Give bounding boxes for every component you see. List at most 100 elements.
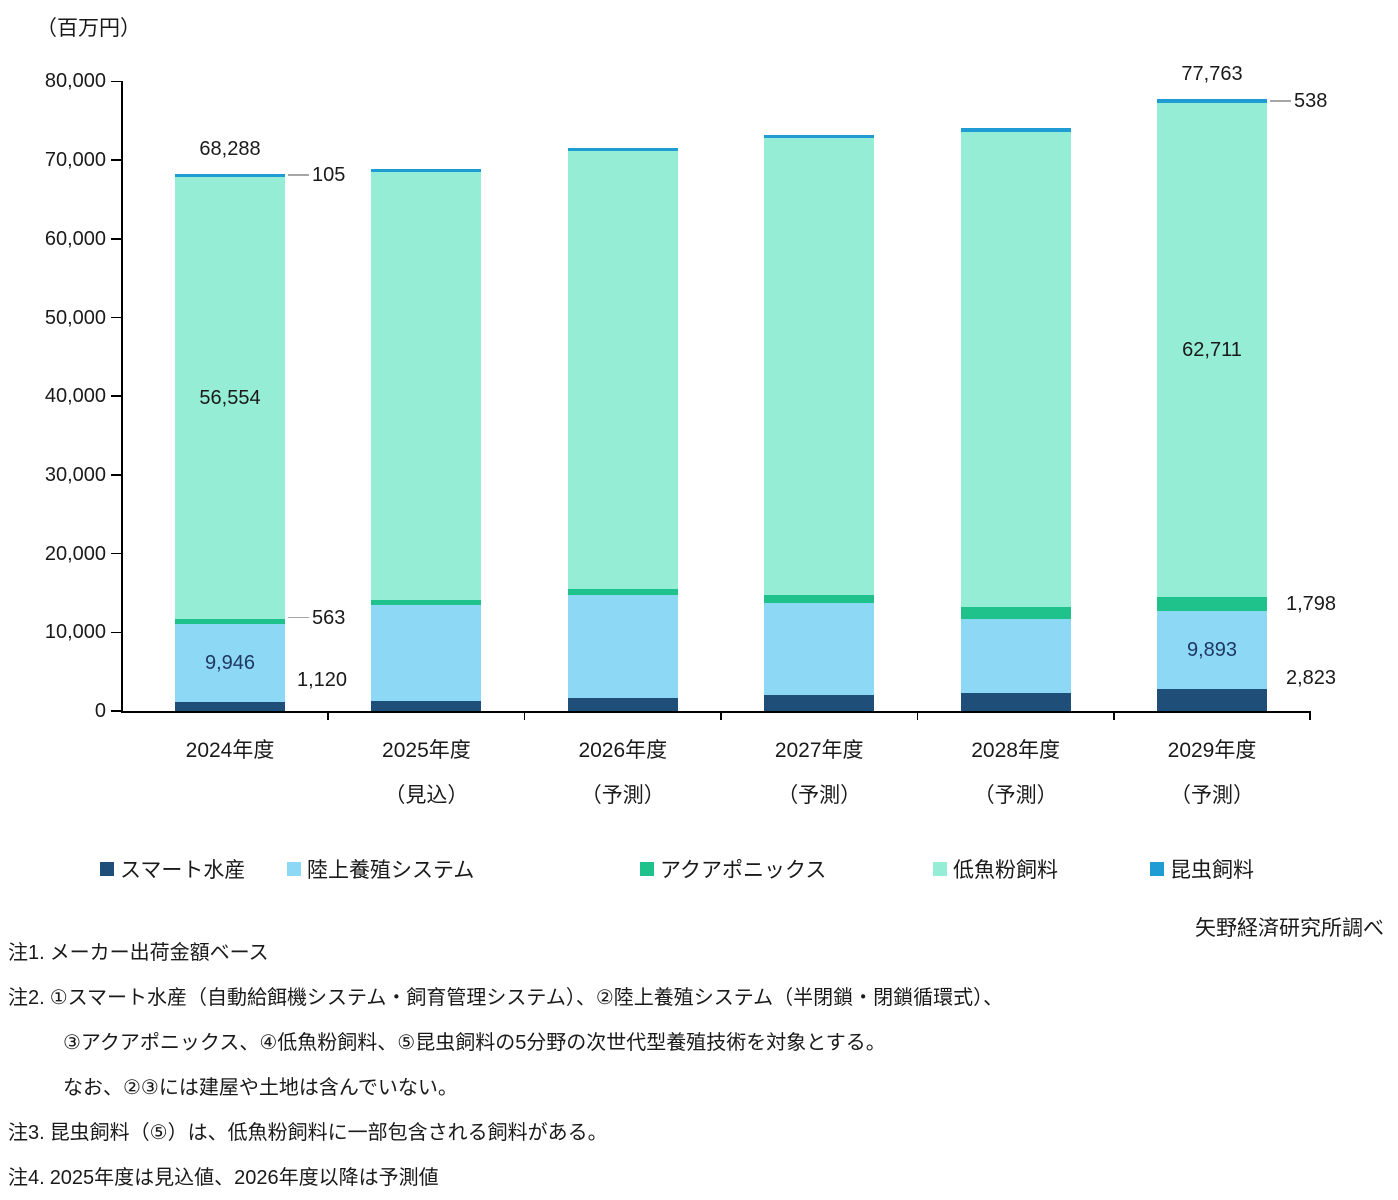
bar-segment-5-land bbox=[1157, 610, 1267, 689]
bar-segment-1-smart bbox=[371, 701, 482, 711]
x-category-label: 2029年度 bbox=[1167, 739, 1257, 762]
y-tick-label: 10,000 bbox=[44, 621, 106, 644]
note-text: なお、②③には建屋や土地は含んでいない。 bbox=[63, 1077, 458, 1099]
bar-segment-0-aqua bbox=[175, 619, 285, 624]
note-line-2-continued: ③アクアポニックス、④低魚粉飼料、⑤昆虫飼料の5分野の次世代型養殖技術を対象とす… bbox=[8, 1030, 886, 1056]
leader-line bbox=[288, 616, 309, 619]
y-axis-tick bbox=[111, 395, 122, 397]
y-tick-label: 0 bbox=[94, 700, 106, 722]
x-category-label: 2027年度 bbox=[774, 739, 864, 762]
bar-segment-0-insect bbox=[175, 173, 285, 177]
data-label: 2,823 bbox=[1286, 666, 1337, 689]
x-category-label: 2024年度 bbox=[185, 739, 275, 762]
y-tick-label: 40,000 bbox=[44, 385, 106, 408]
data-label: 1,798 bbox=[1286, 592, 1337, 615]
y-axis-tick bbox=[111, 710, 122, 712]
note-line-4: 注4. 2025年度は見込値、2026年度以降は予測値 bbox=[8, 1165, 439, 1191]
legend-swatch-insect-feed bbox=[1150, 862, 1164, 876]
y-axis-tick bbox=[111, 316, 122, 319]
data-label: 1,120 bbox=[297, 668, 348, 691]
data-label: 9,893 bbox=[1186, 638, 1238, 661]
y-axis-tick bbox=[111, 238, 122, 240]
legend-swatch-aquaponics bbox=[640, 862, 654, 876]
data-label-total: 77,763 bbox=[1181, 63, 1243, 85]
y-axis-tick bbox=[111, 159, 122, 161]
bar-segment-3-land bbox=[764, 603, 875, 696]
bar-segment-5-smart bbox=[1157, 688, 1267, 711]
bar-segment-4-land bbox=[960, 618, 1071, 693]
bar-segment-5-aqua bbox=[1157, 596, 1267, 611]
bar-segment-4-insect bbox=[960, 127, 1071, 132]
x-axis-tick bbox=[720, 711, 722, 720]
bar-segment-0-lowfish bbox=[175, 176, 285, 620]
note-text: 昆虫飼料（⑤）は、低魚粉飼料に一部包含される飼料がある。 bbox=[49, 1122, 608, 1144]
x-category-sublabel: （予測） bbox=[777, 784, 862, 807]
note-text: メーカー出荷金額ベース bbox=[49, 942, 269, 964]
bar-segment-2-aqua bbox=[567, 589, 678, 595]
note-line-3: 注3. 昆虫飼料（⑤）は、低魚粉飼料に一部包含される飼料がある。 bbox=[8, 1120, 608, 1146]
note-text: ③アクアポニックス、④低魚粉飼料、⑤昆虫飼料の5分野の次世代型養殖技術を対象とす… bbox=[63, 1032, 886, 1054]
x-axis-tick bbox=[1309, 711, 1311, 720]
y-tick-label: 70,000 bbox=[44, 149, 106, 172]
y-axis-tick bbox=[111, 80, 122, 83]
legend-label: アクアポニックス bbox=[660, 859, 827, 882]
data-label-total: 68,288 bbox=[199, 137, 261, 160]
y-axis-tick bbox=[111, 552, 122, 555]
leader-line bbox=[1270, 100, 1291, 102]
data-label: 9,946 bbox=[204, 652, 256, 675]
bar-segment-2-land bbox=[567, 594, 678, 698]
legend-item-low-fishmeal-feed: 低魚粉飼料 bbox=[933, 856, 1058, 882]
y-tick-label: 50,000 bbox=[44, 306, 106, 329]
bar-segment-5-lowfish bbox=[1157, 103, 1267, 597]
y-tick-label: 30,000 bbox=[44, 463, 106, 486]
bar-segment-1-land bbox=[371, 605, 482, 702]
bar-segment-3-lowfish bbox=[764, 137, 875, 596]
bar-segment-2-insect bbox=[567, 148, 678, 152]
x-category-sublabel: （予測） bbox=[580, 784, 665, 807]
x-axis-tick bbox=[327, 711, 329, 720]
x-axis-tick bbox=[523, 711, 526, 720]
bar-segment-3-aqua bbox=[764, 595, 875, 604]
legend-item-insect-feed: 昆虫飼料 bbox=[1150, 856, 1254, 882]
legend-swatch-smart-aquaculture bbox=[100, 862, 114, 876]
note-line-2-continued-2: なお、②③には建屋や土地は含んでいない。 bbox=[8, 1075, 458, 1101]
note-tag: 注1. bbox=[8, 942, 45, 964]
bar-segment-4-smart bbox=[960, 692, 1071, 711]
note-line-2: 注2. ①スマート水産（自動給餌機システム・飼育管理システム）、②陸上養殖システム… bbox=[8, 985, 1003, 1011]
bar-segment-1-insect bbox=[371, 169, 482, 173]
bar-segment-3-insect bbox=[764, 134, 875, 138]
note-tag: 注3. bbox=[8, 1122, 45, 1144]
data-label: 538 bbox=[1294, 90, 1328, 113]
y-tick-label: 60,000 bbox=[44, 227, 106, 250]
legend-item-land-based-aquaculture-system: 陸上養殖システム bbox=[287, 856, 474, 882]
leader-line bbox=[288, 174, 309, 176]
x-axis-tick bbox=[916, 711, 919, 720]
y-axis-unit-label: （百万円） bbox=[36, 17, 141, 40]
note-tag: 注4. bbox=[8, 1167, 45, 1189]
x-category-sublabel: （見込） bbox=[384, 784, 469, 807]
x-category-label: 2028年度 bbox=[971, 739, 1060, 762]
bar-segment-5-insect bbox=[1157, 99, 1267, 104]
y-axis-tick bbox=[111, 474, 122, 476]
legend-swatch-land-based-aquaculture-system bbox=[287, 862, 301, 876]
bar-segment-3-smart bbox=[764, 695, 875, 711]
note-line-1: 注1. メーカー出荷金額ベース bbox=[8, 940, 269, 966]
legend-item-aquaponics: アクアポニックス bbox=[640, 856, 826, 882]
x-category-sublabel: （予測） bbox=[973, 784, 1058, 807]
y-tick-label: 80,000 bbox=[44, 70, 106, 93]
legend-label: 昆虫飼料 bbox=[1170, 859, 1254, 882]
note-tag: 注2. bbox=[8, 987, 45, 1009]
bar-segment-1-lowfish bbox=[371, 172, 482, 600]
y-axis-line bbox=[121, 81, 123, 713]
x-category-label: 2026年度 bbox=[578, 739, 668, 762]
source-credit: 矢野経済研究所調べ bbox=[1195, 917, 1384, 940]
data-label: 105 bbox=[312, 164, 346, 187]
legend: スマート水産 陸上養殖システム アクアポニックス 低魚粉飼料 昆虫飼料 bbox=[0, 856, 1398, 886]
legend-swatch-low-fishmeal-feed bbox=[933, 862, 947, 876]
bar-segment-0-smart bbox=[175, 702, 285, 711]
y-axis-tick bbox=[111, 631, 122, 634]
x-category-sublabel: （予測） bbox=[1170, 784, 1254, 807]
data-label: 56,554 bbox=[199, 387, 261, 410]
